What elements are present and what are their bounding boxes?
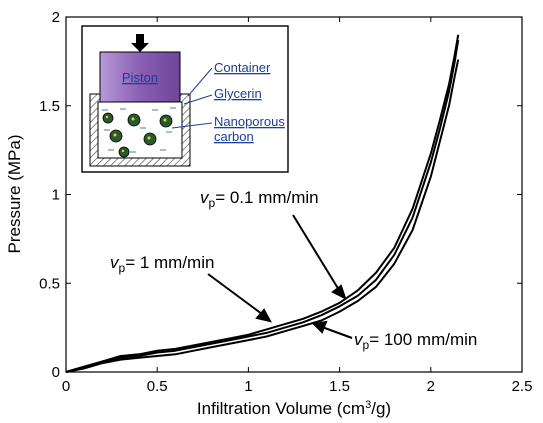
inset-leaders [171, 67, 213, 129]
x-ticks: 0 0.5 1 1.5 2 2.5 [62, 17, 533, 395]
annotation-vp-0.1: vp= 0.1 mm/min [200, 188, 319, 210]
piston-label: Piston [122, 70, 158, 85]
x-tick-label: 2.5 [512, 378, 533, 395]
arrow-vp-0.1 [292, 214, 340, 291]
carbon-label-1: Nanoporous [214, 114, 285, 129]
y-tick-label: 0.5 [39, 275, 60, 292]
y-tick-label: 2 [52, 9, 60, 26]
container-label: Container [214, 60, 271, 75]
y-tick-label: 1 [52, 187, 60, 204]
y-tick-label: 1.5 [39, 98, 60, 115]
arrow-vp-1 [207, 273, 263, 315]
y-ticks: 0 0.5 1 1.5 2 [39, 9, 522, 381]
x-tick-label: 0.5 [147, 378, 168, 395]
glycerin-dashes [102, 107, 176, 153]
glycerin-label: Glycerin [214, 86, 262, 101]
x-tick-label: 1 [244, 378, 252, 395]
carbon-particle-dots [105, 115, 167, 153]
glycerin-fill [97, 101, 183, 159]
series-group [65, 34, 460, 373]
annotation-arrows [207, 214, 353, 339]
arrow-vp-100 [321, 326, 353, 339]
x-tick-label: 1.5 [329, 378, 350, 395]
series-line-2 [65, 59, 460, 373]
piston-arrow-stem [136, 34, 144, 43]
piston-arrow-head [131, 43, 149, 52]
x-tick-label: 0 [62, 378, 70, 395]
series-line-1 [65, 39, 460, 373]
carbon-label-2: carbon [214, 129, 254, 144]
arrowhead-vp-100 [311, 320, 328, 334]
annotation-vp-1: vp= 1 mm/min [110, 253, 214, 275]
annotation-vp-100: vp= 100 mm/min [354, 330, 477, 352]
arrowhead-vp-1 [255, 308, 272, 323]
x-axis-label: Infiltration Volume (cm3/g) [197, 399, 391, 418]
y-axis-label: Pressure (MPa) [5, 134, 24, 253]
series-line-0 [65, 34, 460, 373]
y-tick-label: 0 [52, 364, 60, 381]
inset-schematic: Piston Container Glycerin Nanoporous car… [81, 25, 289, 173]
x-tick-label: 2 [427, 378, 435, 395]
arrowhead-vp-0.1 [331, 284, 347, 300]
